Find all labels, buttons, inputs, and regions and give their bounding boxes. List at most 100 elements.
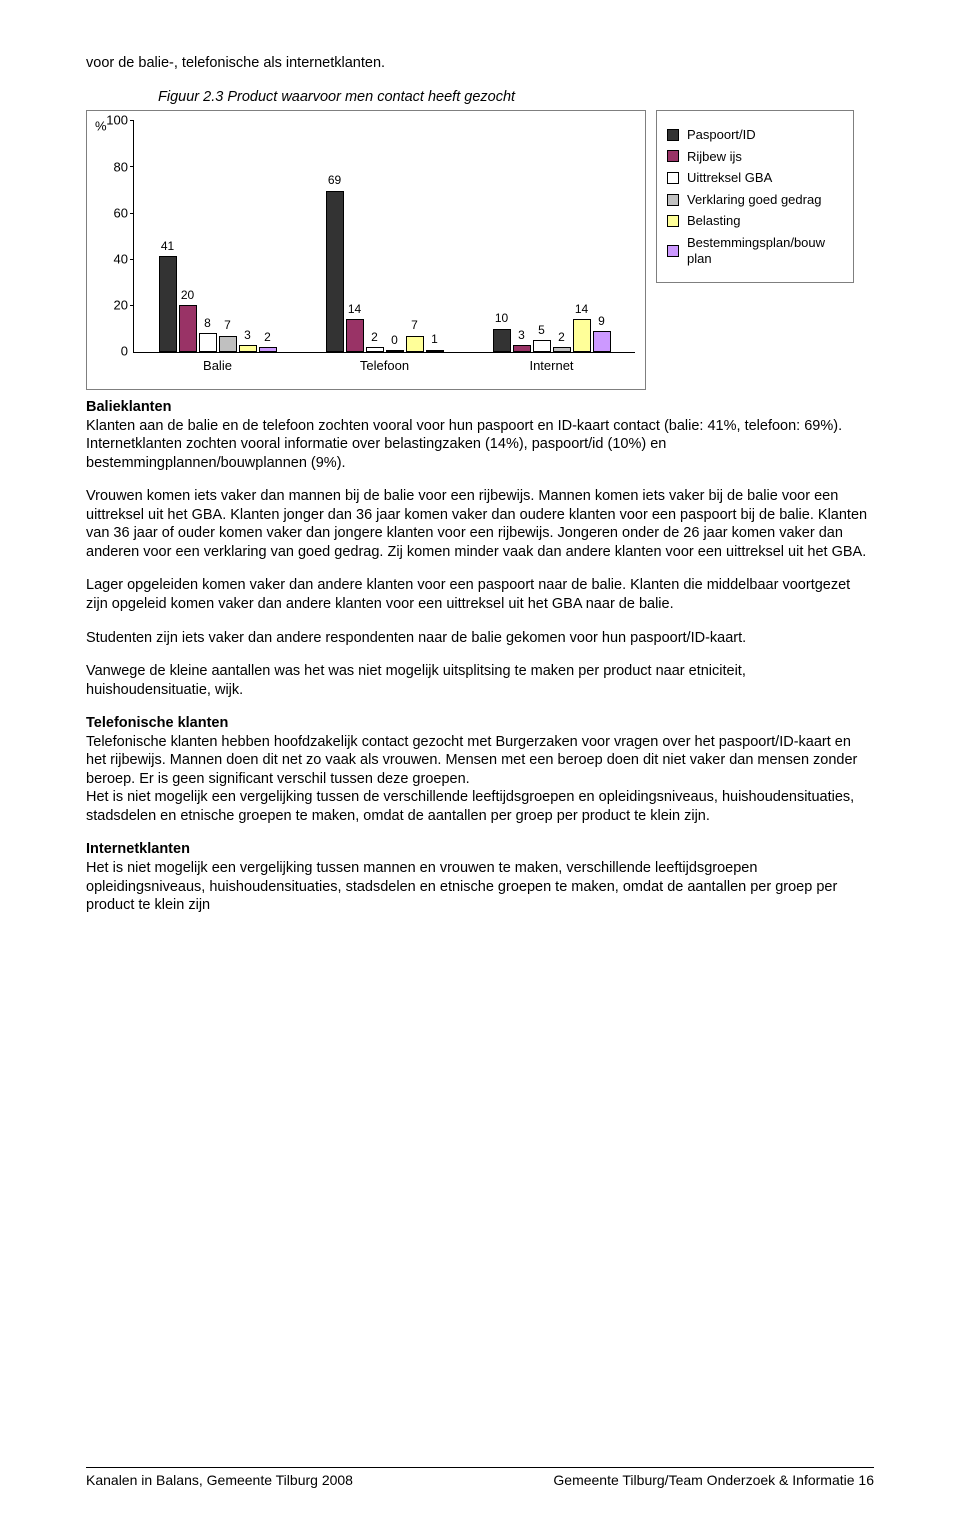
chart-group: 10352149Internet bbox=[468, 121, 635, 352]
section-paragraph: Vanwege de kleine aantallen was het was … bbox=[86, 662, 874, 699]
legend-label: Paspoort/ID bbox=[687, 127, 756, 143]
intro-line: voor de balie-, telefonische als interne… bbox=[86, 54, 874, 73]
y-tick-label: 60 bbox=[114, 205, 134, 222]
chart-title: Figuur 2.3 Product waarvoor men contact … bbox=[158, 88, 874, 107]
section-heading: Balieklanten bbox=[86, 398, 874, 417]
legend-label: Rijbew ijs bbox=[687, 149, 742, 165]
chart-container: Figuur 2.3 Product waarvoor men contact … bbox=[86, 88, 874, 391]
bar-rect bbox=[346, 319, 364, 352]
y-tick-mark bbox=[130, 213, 134, 214]
y-tick-mark bbox=[130, 120, 134, 121]
chart-bar: 0 bbox=[386, 333, 404, 352]
section-heading: Telefonische klanten bbox=[86, 714, 874, 733]
legend-label: Uittreksel GBA bbox=[687, 170, 772, 186]
bar-value-label: 2 bbox=[264, 330, 271, 345]
y-tick-mark bbox=[130, 259, 134, 260]
legend-item: Verklaring goed gedrag bbox=[667, 192, 843, 208]
footer-left: Kanalen in Balans, Gemeente Tilburg 2008 bbox=[86, 1472, 353, 1490]
bar-rect bbox=[199, 333, 217, 352]
x-category-label: Telefoon bbox=[301, 352, 468, 375]
bar-value-label: 5 bbox=[538, 323, 545, 338]
bar-value-label: 2 bbox=[558, 330, 565, 345]
legend-swatch bbox=[667, 194, 679, 206]
bar-value-label: 8 bbox=[204, 316, 211, 331]
y-tick-label: 80 bbox=[114, 159, 134, 176]
chart-bar: 3 bbox=[513, 328, 531, 352]
bar-value-label: 10 bbox=[495, 311, 508, 326]
legend-label: Belasting bbox=[687, 213, 740, 229]
y-tick-label: 100 bbox=[106, 113, 134, 130]
bar-rect bbox=[219, 336, 237, 352]
bar-rect bbox=[533, 340, 551, 352]
chart-bar: 14 bbox=[346, 302, 364, 352]
chart-bar: 3 bbox=[239, 328, 257, 352]
section-paragraph: Klanten aan de balie en de telefoon zoch… bbox=[86, 417, 874, 473]
chart-bar: 7 bbox=[406, 318, 424, 352]
chart-group: 69142071Telefoon bbox=[301, 121, 468, 352]
y-tick-label: 40 bbox=[114, 251, 134, 268]
legend-label: Verklaring goed gedrag bbox=[687, 192, 821, 208]
chart-bar: 8 bbox=[199, 316, 217, 352]
bar-rect bbox=[159, 256, 177, 352]
y-tick-label: 20 bbox=[114, 298, 134, 315]
bar-value-label: 9 bbox=[598, 314, 605, 329]
chart-group: 41208732Balie bbox=[134, 121, 301, 352]
legend-swatch bbox=[667, 129, 679, 141]
bar-rect bbox=[326, 191, 344, 352]
legend-item: Belasting bbox=[667, 213, 843, 229]
chart-plot-box: % 41208732Balie69142071Telefoon10352149I… bbox=[86, 110, 646, 390]
chart-bar: 7 bbox=[219, 318, 237, 352]
chart-bar: 2 bbox=[553, 330, 571, 352]
section-paragraph: Telefonische klanten hebben hoofdzakelij… bbox=[86, 733, 874, 826]
bar-value-label: 14 bbox=[348, 302, 361, 317]
bar-rect bbox=[513, 345, 531, 352]
chart-bar: 9 bbox=[593, 314, 611, 352]
page-footer: Kanalen in Balans, Gemeente Tilburg 2008… bbox=[86, 1467, 874, 1490]
x-category-label: Internet bbox=[468, 352, 635, 375]
y-tick-mark bbox=[130, 166, 134, 167]
legend-swatch bbox=[667, 215, 679, 227]
y-tick-label: 0 bbox=[121, 344, 134, 361]
chart-bar: 2 bbox=[259, 330, 277, 352]
chart-bar: 5 bbox=[533, 323, 551, 352]
section-paragraph: Lager opgeleiden komen vaker dan andere … bbox=[86, 576, 874, 613]
footer-right: Gemeente Tilburg/Team Onderzoek & Inform… bbox=[553, 1472, 874, 1490]
section-paragraph: Het is niet mogelijk een vergelijking tu… bbox=[86, 859, 874, 915]
bar-value-label: 20 bbox=[181, 288, 194, 303]
legend-item: Rijbew ijs bbox=[667, 149, 843, 165]
chart-bar: 1 bbox=[426, 332, 444, 352]
bar-rect bbox=[493, 329, 511, 352]
x-category-label: Balie bbox=[134, 352, 301, 375]
bar-value-label: 1 bbox=[431, 332, 438, 347]
y-axis-label: % bbox=[95, 119, 107, 136]
bar-value-label: 69 bbox=[328, 173, 341, 188]
legend-swatch bbox=[667, 172, 679, 184]
bar-value-label: 41 bbox=[161, 239, 174, 254]
bar-rect bbox=[239, 345, 257, 352]
chart-bar: 20 bbox=[179, 288, 197, 352]
bar-value-label: 7 bbox=[224, 318, 231, 333]
section-paragraph: Studenten zijn iets vaker dan andere res… bbox=[86, 629, 874, 648]
legend-swatch bbox=[667, 245, 679, 257]
chart-legend: Paspoort/ID Rijbew ijs Uittreksel GBA Verkl… bbox=[656, 110, 854, 283]
bar-value-label: 7 bbox=[411, 318, 418, 333]
bar-rect bbox=[179, 305, 197, 352]
legend-label: Bestemmingsplan/bouw plan bbox=[687, 235, 843, 266]
bar-rect bbox=[573, 319, 591, 352]
chart-bar: 14 bbox=[573, 302, 591, 352]
section-heading: Internetklanten bbox=[86, 840, 874, 859]
bar-value-label: 3 bbox=[518, 328, 525, 343]
chart-bar: 41 bbox=[159, 239, 177, 352]
legend-item: Paspoort/ID bbox=[667, 127, 843, 143]
bar-rect bbox=[406, 336, 424, 352]
legend-item: Uittreksel GBA bbox=[667, 170, 843, 186]
chart-bar: 2 bbox=[366, 330, 384, 352]
bar-value-label: 3 bbox=[244, 328, 251, 343]
bar-value-label: 0 bbox=[391, 333, 398, 348]
bar-value-label: 2 bbox=[371, 330, 378, 345]
bar-value-label: 14 bbox=[575, 302, 588, 317]
y-tick-mark bbox=[130, 305, 134, 306]
legend-item: Bestemmingsplan/bouw plan bbox=[667, 235, 843, 266]
legend-swatch bbox=[667, 150, 679, 162]
chart-plot-area: 41208732Balie69142071Telefoon10352149Int… bbox=[133, 121, 635, 353]
